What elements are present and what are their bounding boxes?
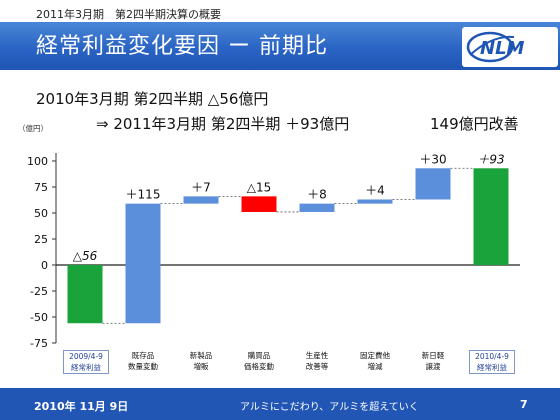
- summary-line-2: ⇒ 2011年3月期 第2四半期 ＋93億円: [96, 115, 350, 133]
- company-logo: NLM: [462, 27, 558, 67]
- data-label: ＋7: [191, 180, 211, 194]
- y-unit-label: （億円）: [18, 123, 48, 133]
- data-label: △56: [73, 249, 98, 263]
- y-tick-label: 75: [34, 181, 48, 194]
- page-number: 7: [520, 398, 528, 411]
- bar-increase: [357, 199, 393, 204]
- category-label: 固定費他 増減: [360, 351, 390, 371]
- bar-increase: [125, 203, 161, 324]
- footer-date: 2010年 11月 9日: [34, 400, 129, 413]
- logo-text: NLM: [480, 38, 525, 59]
- y-tick-label: 25: [34, 233, 48, 246]
- logo-mark: NLM: [466, 31, 525, 63]
- category-label: 2009/4-9 経常利益: [63, 350, 109, 374]
- data-label: ＋4: [365, 183, 385, 197]
- y-tick-label: -75: [30, 337, 48, 350]
- category-label: 購買品 価格変動: [244, 351, 274, 371]
- category-label: 生産性 改善等: [305, 351, 329, 371]
- bar-increase: [299, 203, 335, 212]
- bar-increase: [415, 168, 451, 200]
- data-label: ＋93: [477, 152, 504, 166]
- y-tick-label: 0: [41, 259, 48, 272]
- bar-increase: [183, 196, 219, 204]
- data-label: ＋30: [419, 152, 446, 166]
- footer-bar: [0, 388, 560, 420]
- y-tick-label: -50: [30, 311, 48, 324]
- bar-total: [67, 265, 103, 324]
- category-label: 2010/4-9 経常利益: [469, 350, 515, 374]
- y-tick-label: 50: [34, 207, 48, 220]
- section-label: 2011年3月期 第2四半期決算の概要: [36, 8, 221, 21]
- bar-decrease: [241, 196, 277, 212]
- y-tick-label: 100: [27, 155, 48, 168]
- slide-title: 経常利益変化要因 ー 前期比: [36, 34, 328, 59]
- data-label: ＋8: [307, 188, 327, 202]
- category-label: 既存品 数量変動: [128, 351, 158, 371]
- category-label: 新製品 増販: [189, 351, 213, 371]
- summary-improvement: 149億円改善: [430, 115, 519, 133]
- footer-slogan: アルミにこだわり、アルミを超えていく: [240, 402, 419, 413]
- y-tick-label: -25: [30, 285, 48, 298]
- data-label: △15: [247, 180, 272, 194]
- data-label: ＋115: [126, 188, 161, 202]
- bar-total: [473, 168, 509, 265]
- category-label: 新日軽 譲渡: [421, 351, 445, 371]
- summary-line-1: 2010年3月期 第2四半期 △56億円: [36, 90, 269, 108]
